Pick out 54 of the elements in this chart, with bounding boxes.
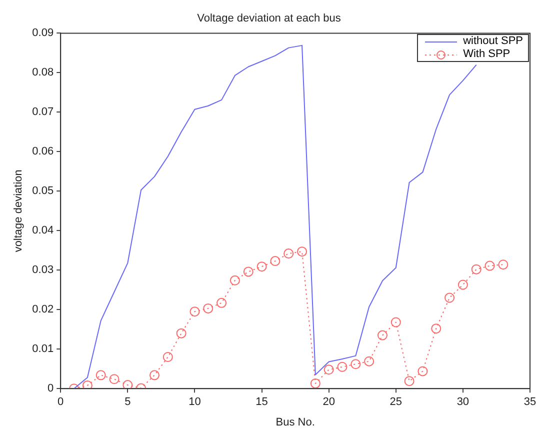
x-tick-label: 5: [124, 396, 131, 408]
point: [256, 262, 267, 272]
y-tick-label: 0.06: [32, 146, 54, 158]
point: [431, 324, 442, 334]
point: [484, 260, 495, 271]
point: [284, 248, 294, 259]
point: [216, 298, 227, 308]
point: [418, 366, 428, 376]
y-tick-label: 0: [47, 382, 54, 395]
point: [390, 317, 401, 328]
point: [310, 378, 320, 388]
x-tick-label: 20: [322, 396, 335, 408]
point: [122, 380, 133, 389]
legend-label: With SPP: [463, 48, 510, 62]
point: [458, 280, 468, 290]
x-tick-label: 35: [524, 396, 536, 408]
legend-label: without SPP: [463, 35, 523, 48]
point: [243, 266, 254, 277]
point: [324, 364, 334, 375]
point: [162, 352, 173, 362]
y-tick-label: 0.01: [32, 343, 54, 356]
point: [350, 359, 361, 370]
x-tick-label: 30: [456, 396, 470, 408]
point: [82, 380, 92, 389]
y-tick-label: 0.03: [32, 264, 54, 276]
y-tick-label: 0.02: [32, 304, 54, 316]
x-axis-title: Bus No.: [276, 416, 315, 428]
y-tick-label: 0.05: [32, 185, 54, 198]
point: [471, 264, 482, 274]
point: [203, 303, 214, 314]
y-tick-label: 0.08: [32, 66, 54, 79]
point: [364, 356, 374, 366]
y-tick-label: 0.09: [32, 27, 54, 40]
point: [498, 260, 508, 270]
point: [176, 328, 186, 338]
point: [377, 330, 388, 340]
point: [270, 256, 280, 266]
point: [230, 275, 240, 286]
x-tick-label: 25: [390, 396, 402, 408]
y-tick-label: 0.07: [32, 106, 54, 118]
x-tick-label: 0: [58, 396, 64, 408]
y-tick-label: 0.04: [32, 224, 54, 237]
point: [190, 306, 200, 317]
x-tick-label: 15: [256, 396, 268, 408]
point: [96, 370, 106, 380]
y-axis-title: voltage deviation: [12, 170, 25, 252]
point: [109, 374, 120, 384]
point: [444, 292, 455, 303]
x-tick-label: 10: [188, 396, 201, 408]
point: [337, 362, 348, 372]
point: [149, 370, 160, 380]
chart-title: Voltage deviation at each bus: [197, 12, 342, 25]
point: [297, 246, 308, 257]
point: [404, 376, 414, 386]
